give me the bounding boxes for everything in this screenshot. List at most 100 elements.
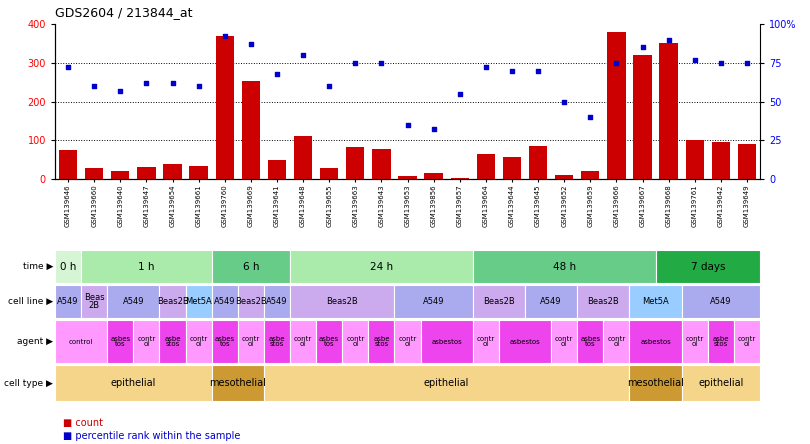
Text: asbestos: asbestos — [640, 338, 671, 345]
Text: contr
ol: contr ol — [399, 336, 416, 347]
Point — [192, 83, 205, 90]
Bar — [185, 285, 211, 318]
Bar — [107, 285, 160, 318]
Bar — [290, 285, 394, 318]
Text: 6 h: 6 h — [242, 262, 259, 271]
Text: contr
ol: contr ol — [555, 336, 573, 347]
Text: 7 days: 7 days — [691, 262, 725, 271]
Point — [375, 59, 388, 66]
Bar — [369, 320, 394, 363]
Text: contr
ol: contr ol — [685, 336, 704, 347]
Bar — [59, 150, 77, 179]
Bar — [394, 320, 420, 363]
Text: Beas2B: Beas2B — [326, 297, 358, 306]
Point — [218, 33, 231, 40]
Text: A549: A549 — [122, 297, 144, 306]
Text: contr
ol: contr ol — [190, 336, 207, 347]
Bar — [81, 250, 211, 283]
Text: contr
ol: contr ol — [137, 336, 156, 347]
Text: A549: A549 — [423, 297, 445, 306]
Text: asbe
stos: asbe stos — [373, 336, 390, 347]
Text: contr
ol: contr ol — [241, 336, 260, 347]
Text: asbe
stos: asbe stos — [713, 336, 729, 347]
Text: mesothelial: mesothelial — [627, 378, 684, 388]
Text: asbestos: asbestos — [431, 338, 462, 345]
Bar — [473, 320, 499, 363]
Text: cell line ▶: cell line ▶ — [8, 297, 53, 306]
Bar — [473, 285, 525, 318]
Bar — [134, 320, 160, 363]
Text: A549: A549 — [710, 297, 731, 306]
Text: A549: A549 — [58, 297, 79, 306]
Point — [688, 56, 701, 63]
Bar — [342, 320, 369, 363]
Bar — [629, 320, 682, 363]
Point — [296, 52, 309, 59]
Point — [454, 90, 467, 97]
Point — [505, 67, 518, 74]
Text: GDS2604 / 213844_at: GDS2604 / 213844_at — [55, 6, 193, 19]
Text: asbe
stos: asbe stos — [164, 336, 181, 347]
Point — [740, 59, 753, 66]
Bar — [734, 320, 760, 363]
Text: epithelial: epithelial — [111, 378, 156, 388]
Bar — [633, 55, 651, 179]
Text: contr
ol: contr ol — [608, 336, 625, 347]
Point — [427, 126, 440, 133]
Bar — [708, 320, 734, 363]
Bar — [185, 320, 211, 363]
Text: contr
ol: contr ol — [346, 336, 364, 347]
Bar — [111, 171, 130, 179]
Bar — [264, 285, 290, 318]
Bar — [137, 166, 156, 179]
Bar — [682, 365, 760, 401]
Text: asbes
tos: asbes tos — [580, 336, 600, 347]
Bar — [190, 166, 207, 179]
Text: cell type ▶: cell type ▶ — [4, 378, 53, 388]
Text: Met5A: Met5A — [642, 297, 669, 306]
Text: Beas
2B: Beas 2B — [84, 293, 104, 310]
Bar — [264, 320, 290, 363]
Text: 24 h: 24 h — [370, 262, 393, 271]
Bar — [450, 178, 469, 179]
Text: Beas2B: Beas2B — [156, 297, 189, 306]
Bar — [712, 142, 730, 179]
Text: contr
ol: contr ol — [477, 336, 495, 347]
Bar — [211, 285, 238, 318]
Text: Beas2B: Beas2B — [235, 297, 266, 306]
Point — [140, 79, 153, 87]
Bar — [525, 285, 578, 318]
Text: asbe
stos: asbe stos — [269, 336, 285, 347]
Bar — [55, 365, 211, 401]
Bar — [316, 320, 342, 363]
Text: 1 h: 1 h — [139, 262, 155, 271]
Text: asbestos: asbestos — [509, 338, 540, 345]
Bar — [629, 285, 682, 318]
Text: agent ▶: agent ▶ — [17, 337, 53, 346]
Text: asbes
tos: asbes tos — [215, 336, 235, 347]
Bar — [215, 36, 234, 179]
Point — [558, 98, 571, 105]
Bar — [211, 365, 264, 401]
Bar — [682, 285, 760, 318]
Text: 0 h: 0 h — [60, 262, 76, 271]
Bar — [294, 136, 312, 179]
Bar — [264, 365, 629, 401]
Point — [322, 83, 335, 90]
Text: A549: A549 — [214, 297, 236, 306]
Point — [271, 70, 284, 77]
Point — [584, 114, 597, 121]
Bar — [477, 154, 495, 179]
Bar — [290, 320, 316, 363]
Bar — [685, 140, 704, 179]
Point — [113, 87, 126, 94]
Bar — [55, 250, 81, 283]
Bar — [551, 320, 578, 363]
Bar — [238, 320, 264, 363]
Point — [401, 121, 414, 128]
Bar — [682, 320, 708, 363]
Bar — [211, 250, 290, 283]
Bar — [107, 320, 134, 363]
Text: epithelial: epithelial — [424, 378, 469, 388]
Text: control: control — [69, 338, 93, 345]
